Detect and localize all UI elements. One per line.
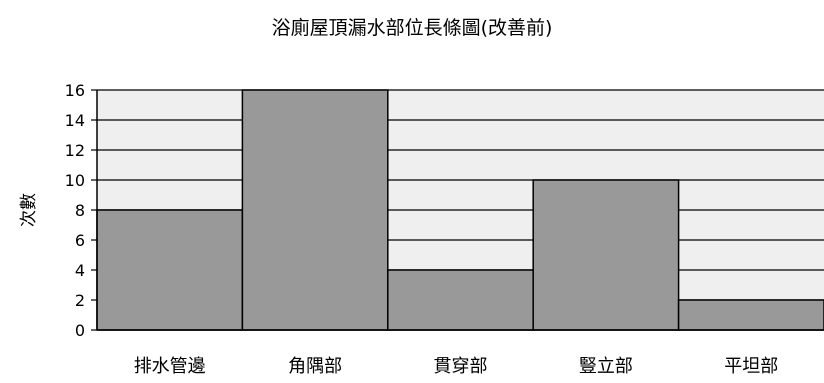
y-tick-label: 12 bbox=[65, 141, 85, 160]
y-tick-label: 6 bbox=[75, 231, 85, 250]
axes bbox=[91, 89, 824, 331]
x-category-label: 排水管邊 bbox=[134, 356, 206, 377]
y-tick-label: 10 bbox=[65, 171, 85, 190]
y-tick-label: 8 bbox=[75, 201, 85, 220]
bar bbox=[532, 179, 680, 331]
bar bbox=[96, 209, 244, 331]
y-tick-labels: 0 2 4 6 8 10 12 14 16 bbox=[65, 81, 85, 340]
y-tick-label: 2 bbox=[75, 291, 85, 310]
x-category-label: 貫穿部 bbox=[434, 356, 488, 377]
x-category-label: 平坦部 bbox=[724, 356, 778, 377]
bar bbox=[387, 269, 534, 331]
y-tick-label: 0 bbox=[75, 321, 85, 340]
chart-title: 浴廁屋頂漏水部位長條圖(改善前) bbox=[272, 16, 553, 39]
bars bbox=[96, 89, 824, 331]
category-labels: 排水管邊 角隅部 貫穿部 豎立部 平坦部 bbox=[134, 356, 779, 377]
x-category-label: 角隅部 bbox=[288, 356, 342, 377]
x-category-label: 豎立部 bbox=[579, 356, 633, 377]
bar bbox=[241, 89, 389, 331]
y-axis-label: 次數 bbox=[19, 193, 39, 227]
y-tick-label: 4 bbox=[75, 261, 85, 280]
y-tick-label: 14 bbox=[65, 111, 85, 130]
bar bbox=[677, 299, 824, 331]
y-tick-label: 16 bbox=[65, 81, 85, 100]
